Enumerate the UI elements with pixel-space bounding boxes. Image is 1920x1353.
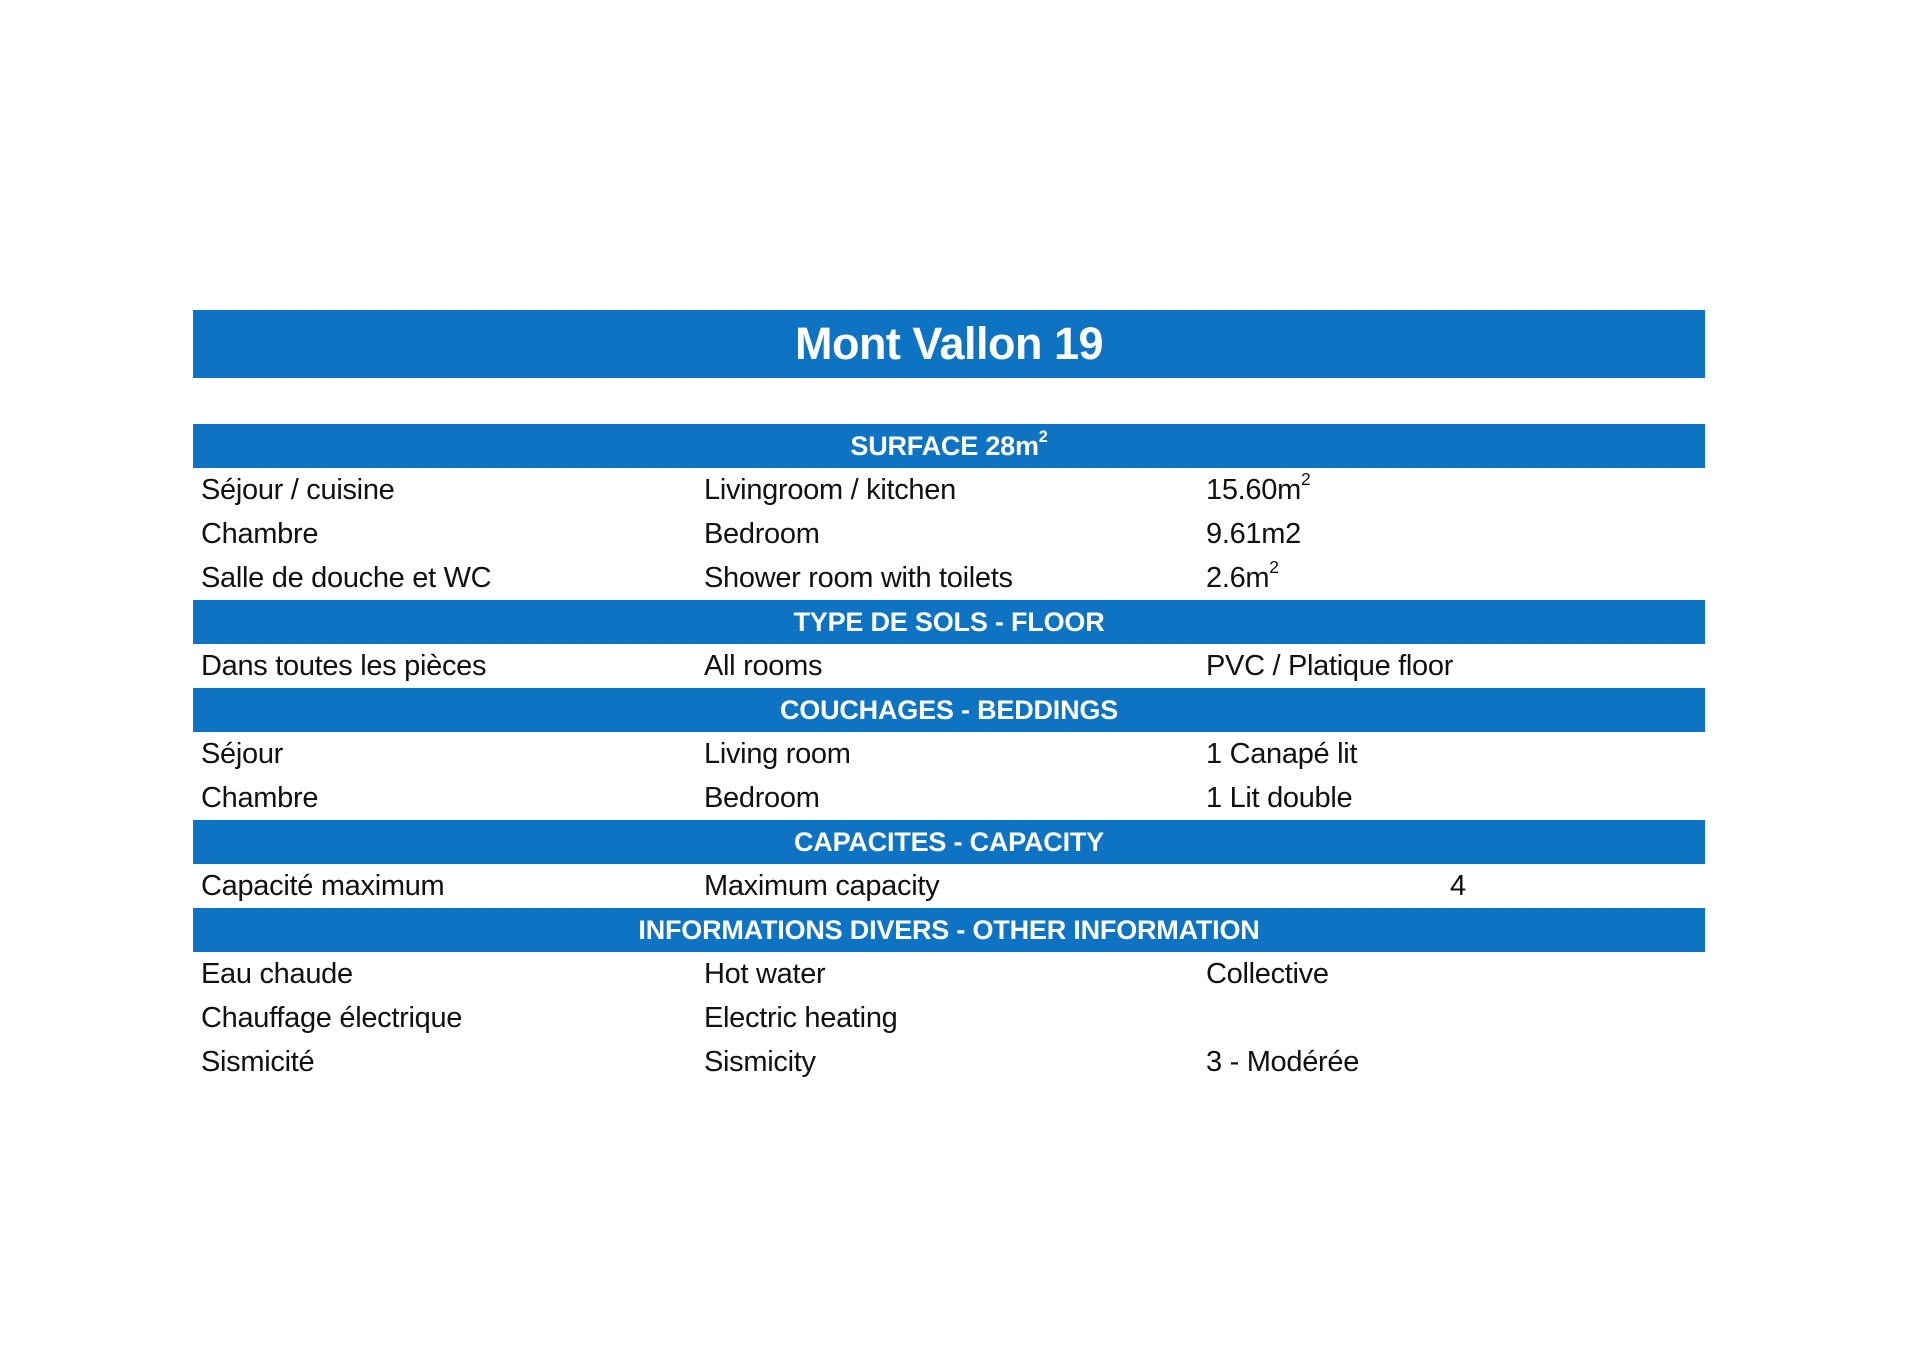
table-row: Séjour / cuisine Livingroom / kitchen 15… <box>193 468 1705 512</box>
row-label-en: Electric heating <box>704 1001 898 1034</box>
table-row: Séjour Living room 1 Canapé lit <box>193 732 1705 776</box>
section-header-other-information: INFORMATIONS DIVERS - OTHER INFORMATION <box>193 908 1705 952</box>
row-label-fr: Chauffage électrique <box>201 1001 463 1034</box>
row-value: 4 <box>1206 870 1705 903</box>
section-header-label: INFORMATIONS DIVERS - OTHER INFORMATION <box>638 915 1259 946</box>
row-label-fr: Chambre <box>201 517 319 550</box>
table-row: Dans toutes les pièces All rooms PVC / P… <box>193 644 1705 688</box>
row-value-text: 1 Canapé lit <box>1206 737 1358 770</box>
section-header-text: TYPE DE SOLS - FLOOR <box>793 606 1105 637</box>
row-value-superscript: 2 <box>1300 469 1311 490</box>
row-value-text: 3 - Modérée <box>1206 1045 1360 1078</box>
row-label-en: Livingroom / kitchen <box>704 473 956 506</box>
row-label-en: Bedroom <box>704 781 820 814</box>
row-value: 1 Canapé lit <box>1206 738 1705 771</box>
section-header-label: CAPACITES - CAPACITY <box>794 827 1104 858</box>
row-value: 9.61m2 <box>1206 518 1705 551</box>
title-gap <box>193 378 1705 424</box>
row-label-fr: Eau chaude <box>201 957 353 990</box>
row-value-text: Collective <box>1206 957 1329 990</box>
table-row: Salle de douche et WC Shower room with t… <box>193 556 1705 600</box>
row-label-en: Maximum capacity <box>704 869 940 902</box>
row-label-fr: Chambre <box>201 781 319 814</box>
row-label-en: Shower room with toilets <box>704 561 1013 594</box>
table-row: Chauffage électrique Electric heating <box>193 996 1705 1040</box>
row-value-text: 15.60m <box>1206 473 1301 506</box>
row-value-text: 4 <box>1450 869 1466 902</box>
table-row: Sismicité Sismicity 3 - Modérée <box>193 1040 1705 1084</box>
row-label-en: Bedroom <box>704 517 820 550</box>
row-label-en: All rooms <box>704 649 823 682</box>
row-label-fr: Séjour / cuisine <box>201 473 395 506</box>
row-label-en: Sismicity <box>704 1045 816 1078</box>
row-label-fr: Séjour <box>201 737 284 770</box>
table-row: Eau chaude Hot water Collective <box>193 952 1705 996</box>
row-value: Collective <box>1206 958 1705 991</box>
row-value: PVC / Platique floor <box>1206 650 1705 683</box>
row-value-text: 2.6m <box>1206 561 1270 594</box>
section-header-label: COUCHAGES - BEDDINGS <box>780 695 1118 726</box>
row-label-fr: Salle de douche et WC <box>201 561 492 594</box>
page-title: Mont Vallon 19 <box>794 318 1104 369</box>
section-header-floor: TYPE DE SOLS - FLOOR <box>193 600 1705 644</box>
section-header-beddings: COUCHAGES - BEDDINGS <box>193 688 1705 732</box>
table-row: Chambre Bedroom 1 Lit double <box>193 776 1705 820</box>
section-header-text: COUCHAGES - BEDDINGS <box>779 694 1119 725</box>
row-value: 2.6m2 <box>1206 559 1705 595</box>
info-sheet: Mont Vallon 19 SURFACE 28m2 Séjour / cui… <box>193 310 1705 1084</box>
row-value-text: PVC / Platique floor <box>1206 649 1454 682</box>
row-value: 3 - Modérée <box>1206 1046 1705 1079</box>
row-value-text: 9.61m2 <box>1206 517 1301 550</box>
table-row: Capacité maximum Maximum capacity 4 <box>193 864 1705 908</box>
row-label-en: Hot water <box>704 957 826 990</box>
title-bar: Mont Vallon 19 <box>193 310 1705 378</box>
table-row: Chambre Bedroom 9.61m2 <box>193 512 1705 556</box>
section-header-text: INFORMATIONS DIVERS - OTHER INFORMATION <box>638 914 1260 945</box>
row-label-fr: Capacité maximum <box>201 869 445 902</box>
section-header-capacity: CAPACITES - CAPACITY <box>193 820 1705 864</box>
row-value: 1 Lit double <box>1206 782 1705 815</box>
section-header-superscript: 2 <box>1038 428 1048 447</box>
row-value-superscript: 2 <box>1269 557 1279 578</box>
row-label-fr: Sismicité <box>201 1045 315 1078</box>
section-header-surface: SURFACE 28m2 <box>193 424 1705 468</box>
section-header-label: SURFACE 28m2 <box>850 428 1048 462</box>
row-value-text: 1 Lit double <box>1206 781 1353 814</box>
section-header-text: SURFACE 28m <box>850 430 1039 461</box>
section-header-label: TYPE DE SOLS - FLOOR <box>793 607 1104 638</box>
row-value: 15.60m2 <box>1206 471 1705 507</box>
row-label-en: Living room <box>704 737 851 770</box>
section-header-text: CAPACITES - CAPACITY <box>793 826 1104 857</box>
row-label-fr: Dans toutes les pièces <box>201 649 487 682</box>
